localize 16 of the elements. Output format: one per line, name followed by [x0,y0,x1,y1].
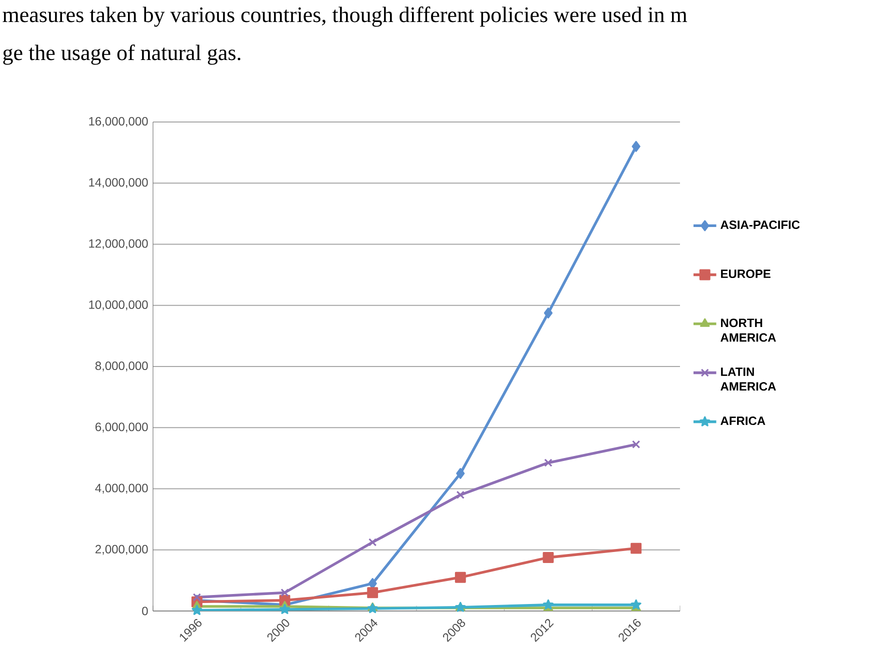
legend-label: ASIA-PACIFIC [720,220,800,230]
y-tick-label: 16,000,000 [89,117,148,127]
y-tick-label: 6,000,000 [96,422,148,433]
y-tick-label: 0 [142,606,148,616]
legend-label: NORTH AMERICA [720,318,776,342]
legend-label: EUROPE [721,270,770,278]
legend-label: AFRICA [720,416,766,426]
y-tick-label: 14,000,000 [89,178,148,188]
y-tick-label: 4,000,000 [95,484,148,494]
text: ge the usage of natural gas. [3,44,240,65]
y-tick-label: 10,000,000 [89,300,148,310]
y-tick-label: 8,000,000 [95,362,148,372]
legend-label: LATIN AMERICA [720,368,776,391]
y-tick-label: 2,000,000 [96,544,148,555]
y-tick-label: 12,000,000 [89,239,148,250]
text: measures taken by various countries, though different policies were used in m [2,6,688,27]
